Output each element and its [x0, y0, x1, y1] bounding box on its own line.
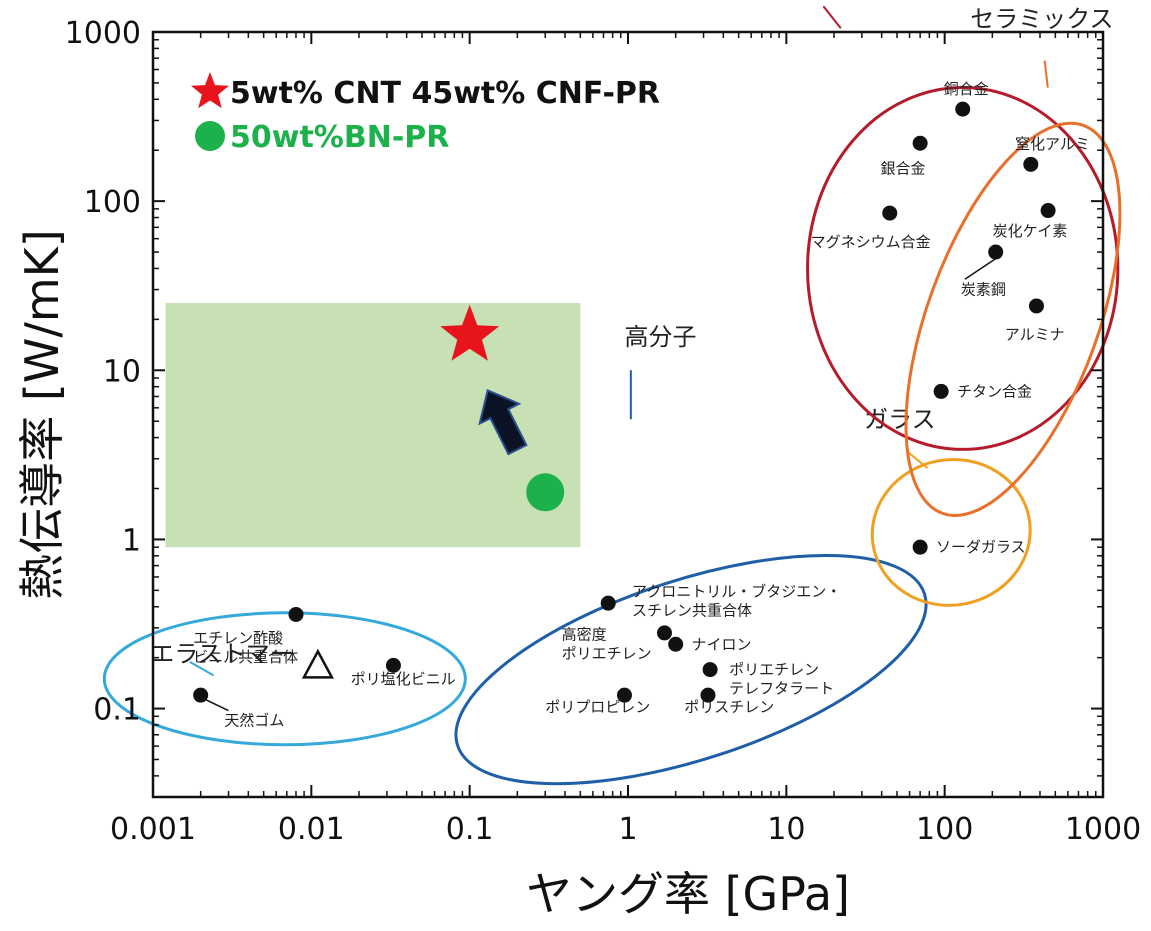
data-point-label-line: アクロニトリル・ブタジエン・: [632, 582, 841, 600]
data-point-label: アルミナ: [1005, 326, 1065, 344]
x-tick-label: 100: [916, 812, 973, 847]
data-point-label: 炭化ケイ素: [993, 222, 1068, 240]
data-point: [616, 687, 632, 703]
group-ellipse-0: [102, 611, 467, 747]
data-point-label: ポリエチレンテレフタラート: [729, 661, 834, 698]
data-point-label: ソーダガラス: [936, 538, 1026, 556]
y-tick-label: 1: [122, 523, 141, 558]
data-point-label: エチレン酢酸ビニル共重合体: [193, 629, 298, 666]
material-group-layer: エラストマー高分子ガラス金属セラミックス: [102, 5, 1122, 786]
x-tick-label: 0.01: [278, 812, 345, 847]
y-tick-label: 100: [84, 185, 141, 220]
data-point-label-line: ビニル共重合体: [193, 648, 298, 666]
y-tick-label: 10: [103, 354, 141, 389]
data-point: [882, 205, 898, 221]
data-point-label-line: ポリエチレン: [729, 661, 819, 679]
axis-ticks-layer: 0.001 0.01 0.1 1 10 100 1000 0.1 1 10 100 1000: [65, 16, 1142, 847]
data-point-label-line: エチレン酢酸: [193, 629, 283, 647]
y-tick-label: 0.1: [93, 693, 141, 728]
data-point-label: ポリスチレン: [684, 698, 774, 716]
group-leader-line: [906, 450, 929, 469]
data-point-label: ポリ塩化ビニル: [351, 670, 456, 688]
data-point: [700, 687, 716, 703]
data-point-label: マグネシウム合金: [811, 233, 931, 251]
data-point-label-line: ポリエチレン: [562, 645, 652, 663]
data-point-label: 炭素鋼: [961, 280, 1006, 298]
group-leader-line: [1043, 60, 1049, 88]
group-ellipse-2: [870, 457, 1032, 607]
legend: 5wt% CNT 45wt% CNF-PR 50wt%BN-PR: [191, 72, 660, 155]
data-point: [955, 101, 971, 117]
data-point-label-line: テレフタラート: [729, 680, 834, 698]
data-point-leader: [964, 255, 1001, 280]
data-point: [288, 606, 304, 622]
data-point-label: ナイロン: [691, 635, 751, 653]
legend-label: 5wt% CNT 45wt% CNF-PR: [230, 76, 660, 111]
data-point: [1023, 156, 1039, 172]
group-label: セラミックス: [970, 5, 1113, 33]
data-point-label: 高密度ポリエチレン: [562, 626, 652, 663]
group-ellipse-3: [806, 85, 1120, 451]
data-point: [912, 539, 928, 555]
highlight-marker-layer: [440, 304, 565, 512]
data-point: [193, 687, 209, 703]
group-leader-line: [189, 660, 215, 677]
data-point-label: チタン合金: [957, 382, 1032, 400]
data-point-label: 銀合金: [881, 160, 926, 178]
data-point: [912, 135, 928, 151]
x-axis-title: ヤング率 [GPa]: [526, 867, 850, 921]
data-point-leader: [204, 698, 229, 712]
red-star-marker: [440, 304, 500, 361]
x-tick-label: 1: [618, 812, 637, 847]
green-circle-marker: [526, 473, 565, 512]
y-tick-label: 1000: [65, 16, 141, 51]
legend-circle-icon: [195, 121, 225, 151]
highlight-region-layer: [165, 302, 581, 548]
data-point-label: 天然ゴム: [224, 712, 284, 730]
data-point-label: アクロニトリル・ブタジエン・スチレン共重合体: [632, 582, 841, 619]
data-point-label: 銅合金: [944, 80, 989, 98]
y-axis-title: 熱伝導率 [W/mK]: [15, 229, 69, 599]
data-point: [1028, 298, 1044, 314]
x-tick-label: 0.001: [110, 812, 196, 847]
legend-label: 50wt%BN-PR: [230, 120, 449, 155]
x-tick-label: 10: [767, 812, 805, 847]
group-ellipse-1: [454, 553, 928, 786]
data-point: [656, 625, 672, 641]
highlight-region: [165, 302, 581, 548]
group-label: エラストマー: [150, 640, 294, 668]
data-point: [668, 636, 684, 652]
data-point-label-line: スチレン共重合体: [632, 601, 752, 619]
data-point: [600, 595, 616, 611]
data-point: [988, 244, 1004, 260]
data-point-label: 窒化アルミ: [1015, 135, 1090, 153]
data-point: [702, 662, 718, 678]
group-leader-line: [822, 5, 842, 29]
group-label: 高分子: [625, 323, 697, 351]
data-point-label-line: 高密度: [562, 626, 607, 644]
x-tick-label: 0.1: [446, 812, 494, 847]
x-tick-label: 1000: [1065, 812, 1141, 847]
data-point: [1040, 203, 1056, 219]
trend-arrow: [478, 389, 528, 456]
data-point: [933, 383, 949, 399]
data-point-label: ポリプロピレン: [545, 698, 650, 716]
data-point: [385, 657, 401, 673]
open-triangle-marker: [301, 648, 334, 679]
group-ellipse-4: [904, 121, 1122, 517]
legend-star-icon: [191, 72, 229, 109]
